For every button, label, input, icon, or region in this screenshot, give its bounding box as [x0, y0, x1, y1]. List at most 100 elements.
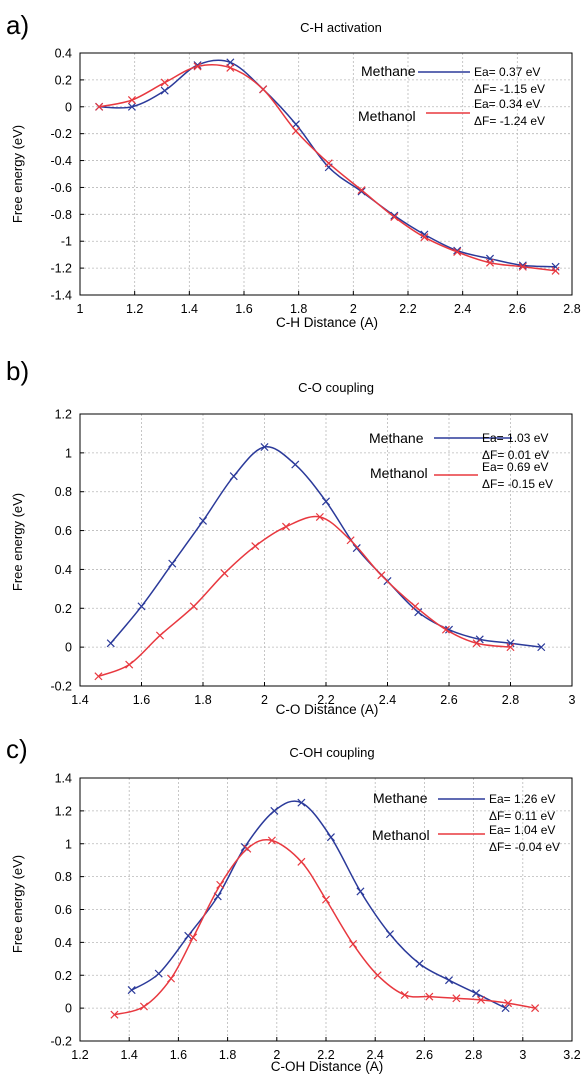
y-tick-label: -1.4 — [50, 289, 72, 303]
y-tick-label: 0.4 — [55, 563, 72, 577]
y-tick-label: -0.6 — [50, 181, 72, 195]
legend-methanol-ea: Ea= 0.34 eV — [474, 97, 540, 111]
y-tick-label: 0.2 — [55, 73, 72, 87]
data-point-methane — [184, 931, 193, 940]
data-point-methanol — [425, 992, 434, 1001]
y-axis-label: Free energy (eV) — [10, 493, 25, 591]
y-tick-label: 0.8 — [55, 870, 72, 884]
x-tick-label: 1.4 — [121, 1048, 138, 1062]
data-point-methanol — [166, 974, 176, 983]
data-point-methanol — [95, 102, 104, 111]
data-point-methanol — [400, 990, 409, 999]
data-point-methanol — [189, 602, 198, 611]
legend: Methane Ea= 0.37 eV ΔF= -1.15 eV Methano… — [358, 63, 545, 128]
y-tick-label: 0.6 — [55, 903, 72, 917]
x-tick-label: 1.8 — [219, 1048, 236, 1062]
series-line-methanol — [98, 515, 511, 677]
y-tick-label: -1 — [61, 235, 72, 249]
data-point-methanol — [155, 631, 164, 640]
data-point-methanol — [243, 844, 252, 853]
data-point-methane — [326, 833, 335, 842]
data-point-methane — [537, 643, 546, 652]
data-point-methanol — [518, 262, 527, 271]
y-tick-label: -1.2 — [50, 262, 72, 276]
x-tick-label: 2.2 — [317, 1048, 334, 1062]
data-point-methane — [260, 443, 269, 452]
series-line-methanol — [114, 839, 536, 1016]
data-point-methanol — [390, 212, 399, 222]
data-point-methane — [415, 959, 424, 968]
y-tick-label: 0.2 — [55, 602, 72, 616]
x-tick-label: 1.2 — [126, 302, 143, 316]
legend: Methane Ea= 1.03 eV ΔF= 0.01 eV Methanol… — [369, 430, 553, 491]
x-tick-label: 2.2 — [399, 302, 416, 316]
x-tick-label: 2.4 — [454, 302, 471, 316]
legend-methanol-df: ΔF= -1.24 eV — [474, 114, 545, 128]
data-point-methanol — [160, 78, 169, 87]
data-point-methanol — [251, 542, 260, 551]
x-tick-label: 1 — [77, 302, 84, 316]
data-point-methanol — [94, 672, 103, 681]
data-point-methane — [385, 930, 394, 939]
y-tick-label: 0.8 — [55, 485, 72, 499]
chart-title: C-OH coupling — [289, 745, 374, 760]
y-tick-label: 0.2 — [55, 969, 72, 983]
y-tick-label: 1.2 — [55, 804, 72, 818]
data-point-methane — [198, 516, 208, 525]
x-tick-label: 2.2 — [317, 693, 334, 707]
panel-label: c) — [6, 734, 28, 764]
data-point-methane — [472, 989, 481, 998]
legend-methane-ea: Ea= 1.03 eV — [482, 431, 548, 445]
y-tick-label: -0.2 — [50, 1035, 72, 1049]
data-point-methanol — [420, 233, 429, 242]
y-tick-label: 1 — [65, 446, 72, 460]
y-tick-label: 0.6 — [55, 524, 72, 538]
series-line-methane — [131, 800, 506, 1009]
plot-frame — [79, 52, 573, 296]
data-point-methanol — [551, 266, 560, 275]
legend-methanol-ea: Ea= 0.69 eV — [482, 460, 548, 474]
y-tick-label: 1 — [65, 837, 72, 851]
legend-methane-df: ΔF= -1.15 eV — [474, 82, 545, 96]
data-point-methanol — [267, 836, 276, 845]
data-point-methanol — [282, 522, 291, 531]
legend-methane-df: ΔF= 0.11 eV — [489, 809, 555, 823]
data-point-methanol — [476, 995, 486, 1004]
x-tick-label: 2.4 — [367, 1048, 384, 1062]
data-point-methanol — [472, 639, 481, 648]
data-point-methane — [168, 559, 177, 568]
data-point-methane — [297, 798, 306, 807]
y-axis-label: Free energy (eV) — [10, 855, 25, 953]
x-axis-label: C-H Distance (A) — [276, 315, 378, 330]
data-point-methanol — [453, 247, 462, 257]
x-tick-label: 2.6 — [440, 693, 457, 707]
legend-methane-label: Methane — [361, 63, 416, 79]
data-point-methanol — [411, 602, 420, 611]
data-point-methanol — [441, 625, 450, 634]
x-tick-label: 3 — [519, 1048, 526, 1062]
y-tick-label: 0.4 — [55, 936, 72, 950]
x-axis-label: C-OH Distance (A) — [271, 1059, 384, 1074]
data-point-methanol — [110, 1010, 119, 1019]
panel-c: c) C-OH coupling C-OH Distance (A) Free … — [6, 734, 581, 1074]
x-tick-label: 2.8 — [563, 302, 580, 316]
x-tick-label: 2.8 — [465, 1048, 482, 1062]
legend-methanol-df: ΔF= -0.15 eV — [482, 477, 553, 491]
panel-b: b) C-O coupling C-O Distance (A) Free en… — [6, 356, 576, 717]
y-tick-label: -0.2 — [50, 680, 72, 694]
data-point-methanol — [349, 939, 358, 949]
data-point-methanol — [321, 895, 331, 904]
legend-methane-label: Methane — [369, 430, 424, 446]
y-tick-label: -0.2 — [50, 127, 72, 141]
data-point-methanol — [531, 1004, 540, 1013]
data-point-methanol — [504, 999, 513, 1008]
data-point-methanol — [452, 994, 461, 1003]
legend-methanol-df: ΔF= -0.04 eV — [489, 840, 560, 854]
data-point-methanol — [324, 159, 333, 168]
data-point-methane — [444, 976, 454, 985]
data-point-methanol — [189, 933, 198, 942]
data-point-methanol — [485, 258, 495, 267]
data-point-methane — [127, 986, 136, 995]
data-point-methane — [137, 602, 146, 611]
